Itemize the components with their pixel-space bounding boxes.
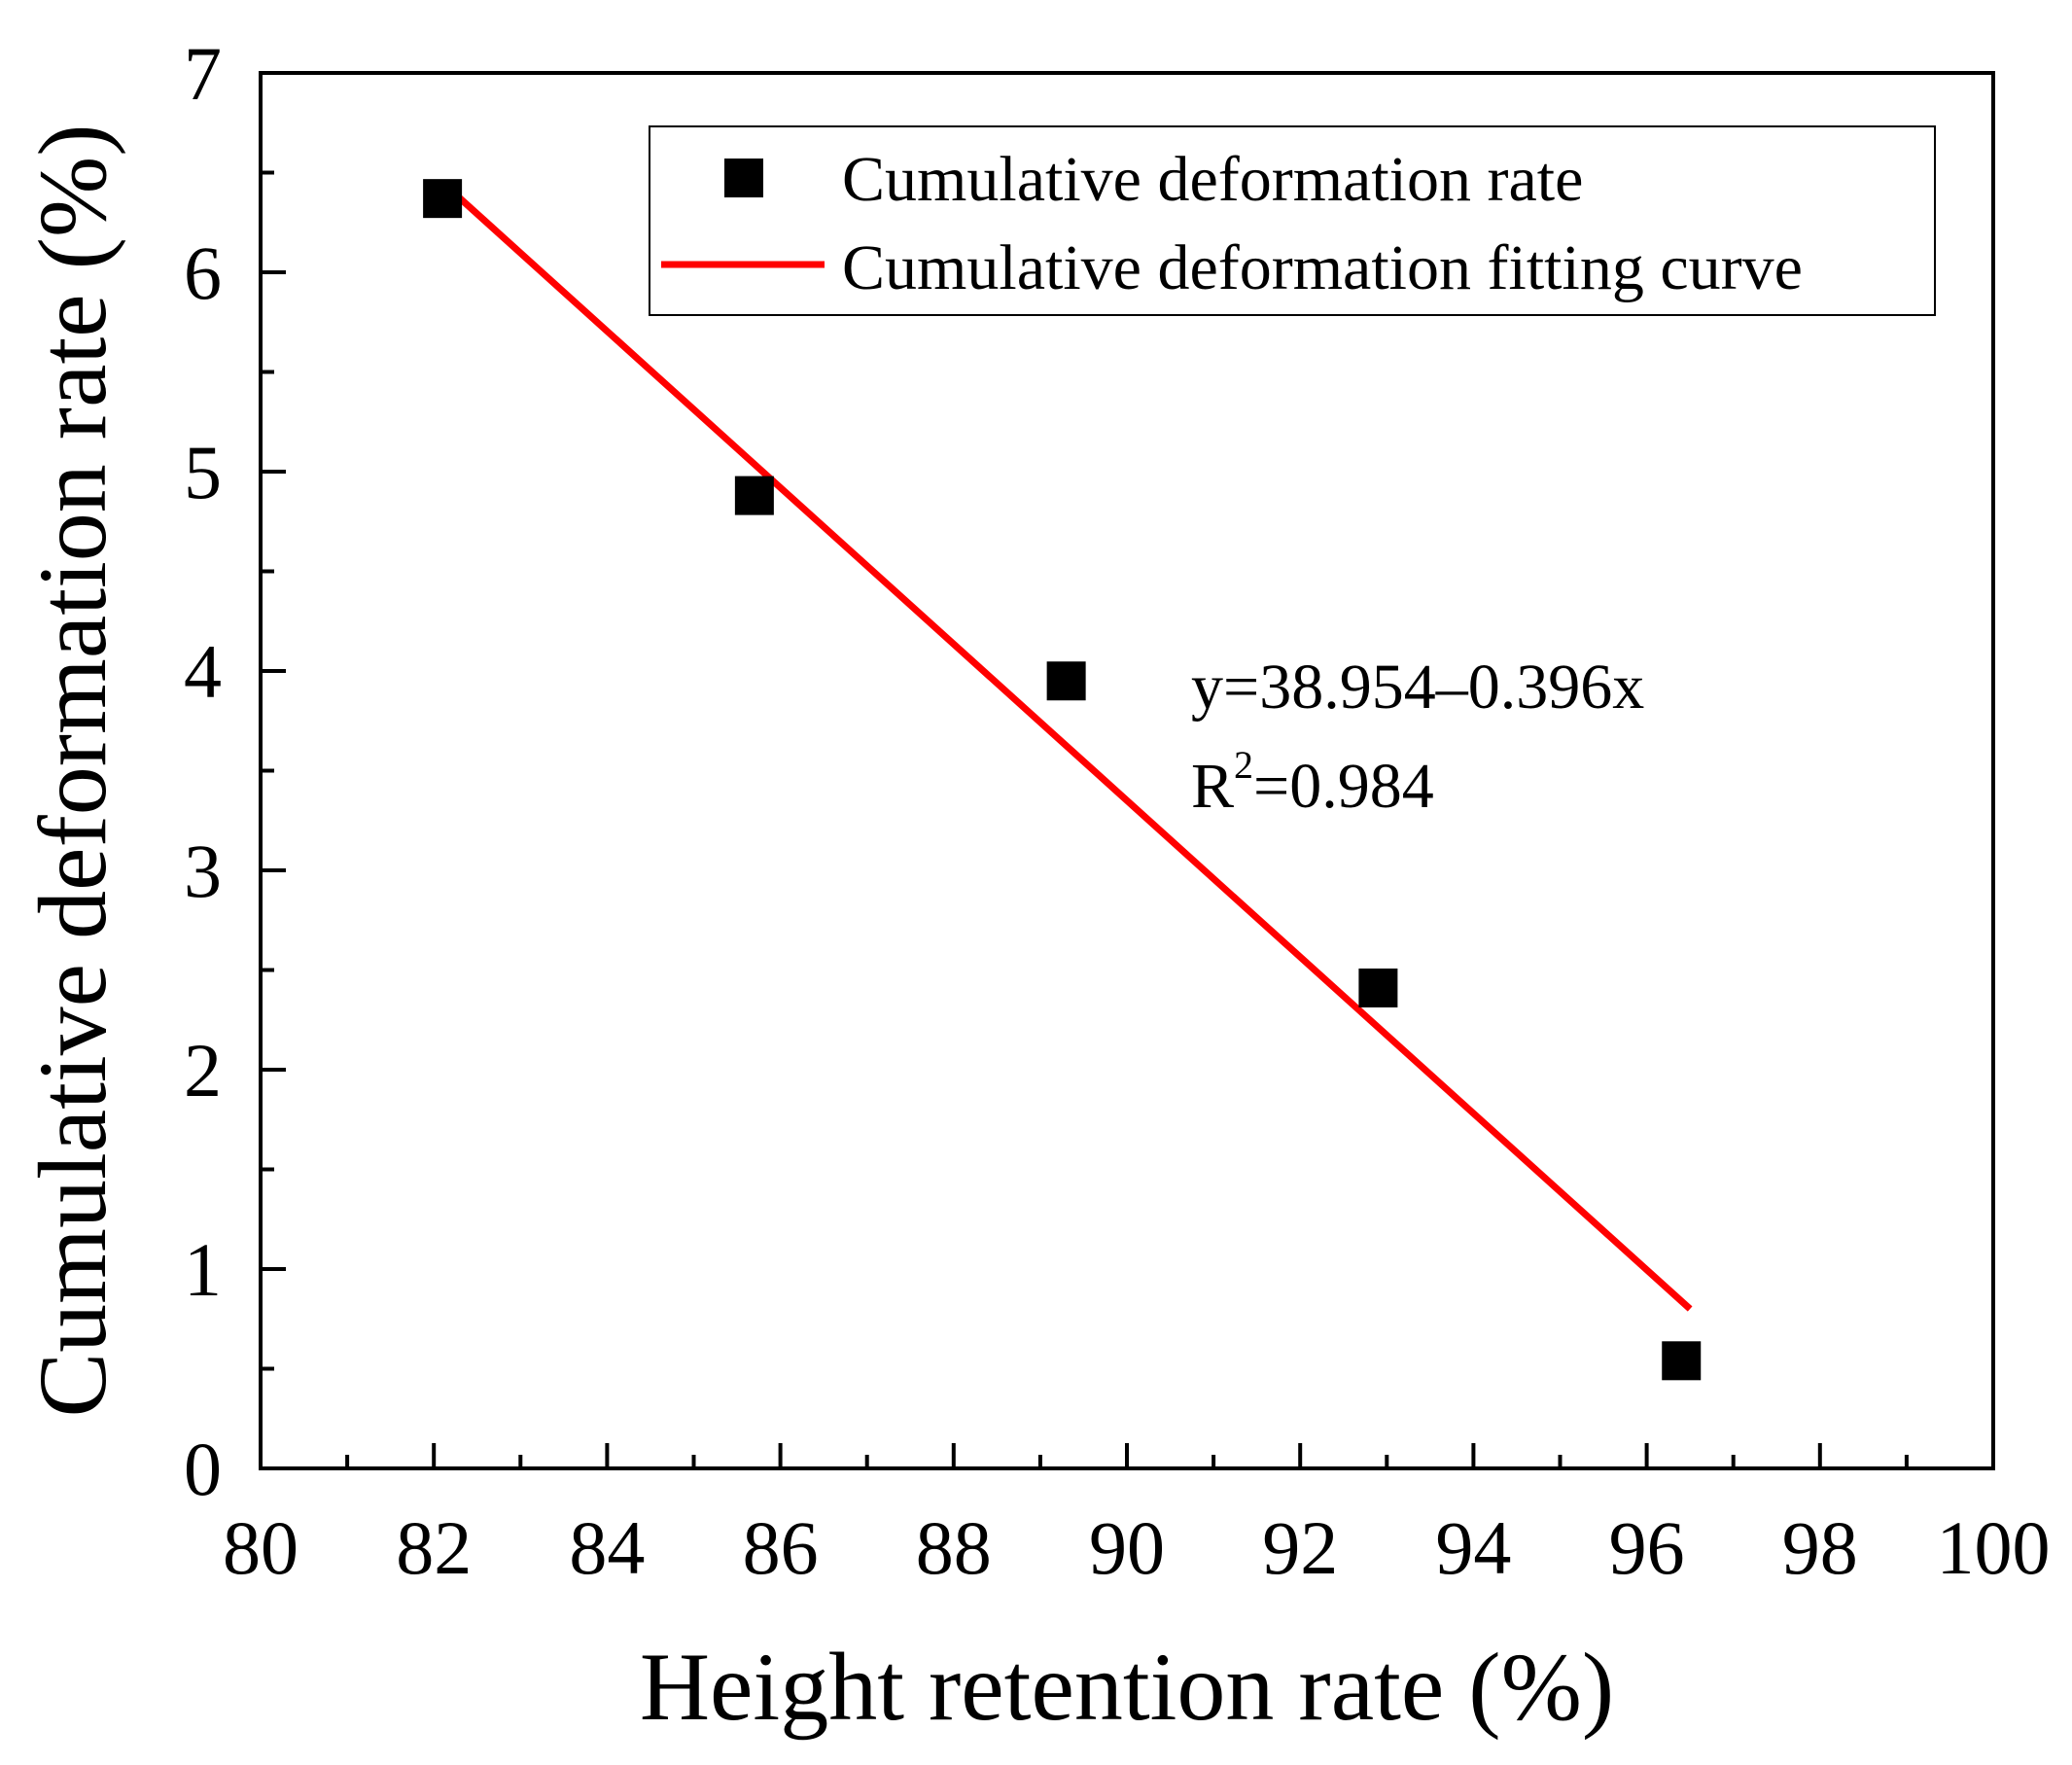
y-tick-label: 7 bbox=[184, 31, 222, 116]
data-point-square bbox=[734, 476, 774, 515]
x-axis-ticks bbox=[259, 1443, 1995, 1468]
x-tick-label: 84 bbox=[569, 1505, 645, 1590]
fit-equation-annotation: y=38.954–0.396x bbox=[1191, 652, 1644, 723]
fit-line bbox=[439, 180, 1693, 1312]
x-tick-label: 94 bbox=[1435, 1505, 1511, 1590]
x-tick-label: 96 bbox=[1609, 1505, 1685, 1590]
y-tick-label: 6 bbox=[184, 230, 222, 315]
y-axis-ticks bbox=[261, 71, 286, 1470]
data-point-square bbox=[423, 179, 463, 219]
x-tick-label: 92 bbox=[1262, 1505, 1338, 1590]
legend: Cumulative deformation rate Cumulative d… bbox=[649, 125, 1936, 316]
data-point-square bbox=[1358, 968, 1398, 1007]
r-squared-value: =0.984 bbox=[1253, 751, 1434, 822]
y-axis-title: Cumulative deformation rate (%) bbox=[18, 124, 126, 1417]
legend-marker-square bbox=[724, 159, 763, 197]
legend-label-fit: Cumulative deformation fitting curve bbox=[842, 232, 1803, 303]
r-squared-symbol: R bbox=[1191, 751, 1234, 822]
series-layer bbox=[423, 179, 1702, 1381]
y-tick-label: 5 bbox=[184, 430, 222, 514]
r-squared-superscript: 2 bbox=[1234, 743, 1253, 787]
data-point-square bbox=[1662, 1341, 1702, 1381]
x-tick-label: 80 bbox=[223, 1505, 299, 1590]
y-axis-tick-labels: 0 1 2 3 4 5 6 7 bbox=[184, 31, 222, 1511]
y-tick-label: 0 bbox=[184, 1427, 222, 1511]
x-axis-title: Height retention rate (%) bbox=[640, 1633, 1614, 1741]
x-tick-label: 90 bbox=[1089, 1505, 1165, 1590]
y-tick-label: 4 bbox=[184, 629, 222, 714]
data-point-square bbox=[1046, 661, 1086, 701]
x-tick-label: 98 bbox=[1782, 1505, 1858, 1590]
legend-box bbox=[649, 125, 1936, 316]
x-tick-label: 100 bbox=[1937, 1505, 2051, 1590]
legend-label-scatter: Cumulative deformation rate bbox=[842, 144, 1583, 215]
y-tick-label: 2 bbox=[184, 1028, 222, 1112]
r-squared-annotation: R2=0.984 bbox=[1191, 743, 1434, 822]
x-tick-label: 82 bbox=[396, 1505, 472, 1590]
y-tick-label: 1 bbox=[184, 1227, 222, 1312]
x-tick-label: 88 bbox=[916, 1505, 992, 1590]
x-tick-label: 86 bbox=[743, 1505, 819, 1590]
y-tick-label: 3 bbox=[184, 829, 222, 913]
x-axis-tick-labels: 80 82 84 86 88 90 92 94 96 98 100 bbox=[223, 1505, 2051, 1590]
